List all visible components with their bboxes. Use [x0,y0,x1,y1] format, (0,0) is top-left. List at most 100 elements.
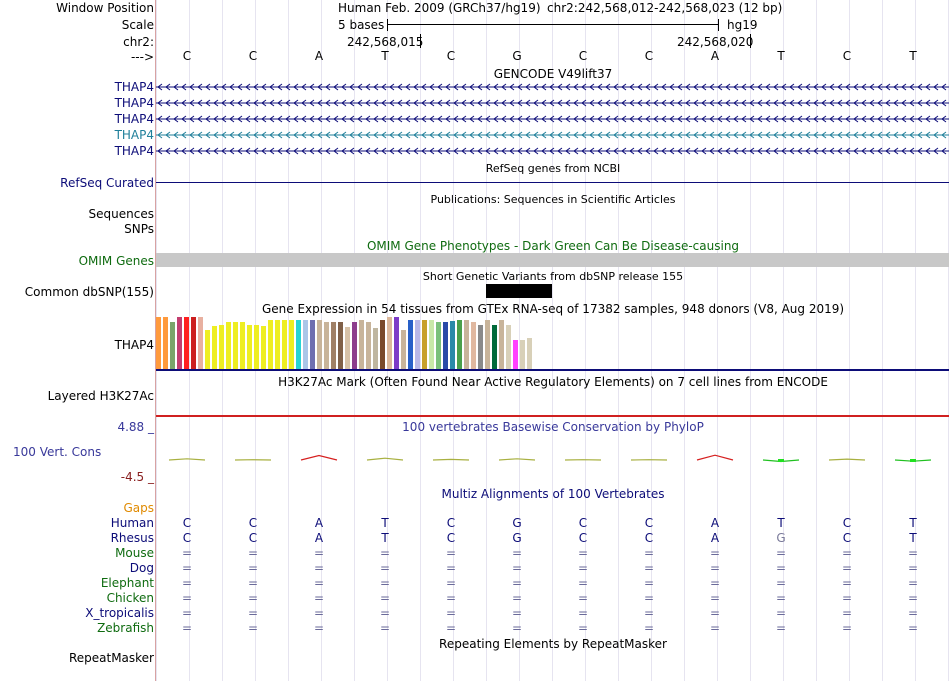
gtex-tissue-bar[interactable] [156,317,161,369]
multiz-species-label[interactable]: Zebrafish [97,621,154,635]
h3k27ac-label[interactable]: Layered H3K27Ac [47,389,154,403]
gtex-tissue-bar[interactable] [401,330,406,369]
gtex-tissue-bar[interactable] [429,320,434,369]
gtex-tissue-bar[interactable] [492,325,497,369]
phylop-title[interactable]: 100 vertebrates Basewise Conservation by… [402,420,704,434]
gtex-tissue-bar[interactable] [506,325,511,369]
dbsnp-label[interactable]: Common dbSNP(155) [24,285,154,299]
omim-title[interactable]: OMIM Gene Phenotypes - Dark Green Can Be… [366,239,740,253]
gencode-transcript-label[interactable]: THAP4 [114,96,154,110]
gtex-tissue-bar[interactable] [261,326,266,369]
repeatmasker-title[interactable]: Repeating Elements by RepeatMasker [439,637,667,651]
phylop-glyph[interactable] [696,454,734,461]
omim-feature-bar[interactable] [156,253,949,267]
gtex-tissue-bar[interactable] [219,325,224,369]
refseq-label[interactable]: RefSeq Curated [60,176,154,190]
gtex-tissue-bar[interactable] [478,325,483,369]
gencode-transcript-label[interactable]: THAP4 [114,144,154,158]
multiz-gaps-label[interactable]: Gaps [123,501,154,515]
gtex-tissue-bar[interactable] [436,322,441,369]
multiz-species-label[interactable]: Dog [129,561,154,575]
gtex-tissue-bar[interactable] [289,320,294,369]
gencode-transcript-line[interactable] [156,98,949,108]
gtex-label[interactable]: THAP4 [114,338,154,352]
gencode-transcript-line[interactable] [156,114,949,124]
gencode-title[interactable]: GENCODE V49lift37 [493,67,613,81]
h3k27ac-title[interactable]: H3K27Ac Mark (Often Found Near Active Re… [278,375,828,389]
gtex-tissue-bar[interactable] [443,322,448,369]
gtex-tissue-bar[interactable] [387,317,392,369]
omim-label[interactable]: OMIM Genes [78,254,154,268]
gtex-tissue-bar[interactable] [170,322,175,369]
repeatmasker-label[interactable]: RepeatMasker [68,651,154,665]
gtex-tissue-bar[interactable] [394,317,399,369]
gtex-tissue-bar[interactable] [268,320,273,369]
gtex-tissue-bar[interactable] [303,320,308,369]
gencode-transcript-line[interactable] [156,130,949,140]
multiz-species-label[interactable]: Chicken [106,591,154,605]
gtex-tissue-bar[interactable] [177,317,182,369]
phylop-glyph[interactable] [828,458,866,461]
gtex-tissue-bar[interactable] [317,320,322,369]
gtex-tissue-bar[interactable] [275,320,280,369]
publications-title[interactable]: Publications: Sequences in Scientific Ar… [430,193,676,206]
phylop-glyph[interactable] [432,458,470,461]
gtex-tissue-bar[interactable] [380,320,385,369]
gtex-tissue-bar[interactable] [359,320,364,369]
gtex-tissue-bar[interactable] [184,317,189,369]
phylop-glyph[interactable] [300,454,338,461]
gtex-tissue-bar[interactable] [520,340,525,369]
phylop-glyph[interactable] [366,457,404,461]
gtex-tissue-bar[interactable] [513,340,518,369]
multiz-species-label[interactable]: Elephant [100,576,154,590]
multiz-species-label[interactable]: Rhesus [110,531,154,545]
gencode-transcript-label[interactable]: THAP4 [114,128,154,142]
multiz-species-label[interactable]: Mouse [115,546,154,560]
phylop-glyph[interactable] [498,458,536,461]
gtex-tissue-bar[interactable] [457,320,462,369]
gtex-tissue-bar[interactable] [240,322,245,369]
dbsnp-variant-block[interactable] [486,284,552,298]
gencode-transcript-line[interactable] [156,82,949,92]
gtex-tissue-bar[interactable] [324,322,329,369]
gtex-tissue-bar[interactable] [226,322,231,369]
gtex-tissue-bar[interactable] [366,322,371,369]
gtex-tissue-bar[interactable] [191,317,196,369]
position-text[interactable]: chr2:242,568,012-242,568,023 (12 bp) [547,1,783,15]
refseq-title[interactable]: RefSeq genes from NCBI [485,162,621,175]
dbsnp-title[interactable]: Short Genetic Variants from dbSNP releas… [422,270,684,283]
multiz-title[interactable]: Multiz Alignments of 100 Vertebrates [441,487,665,501]
gtex-tissue-bar[interactable] [296,320,301,369]
gtex-tissue-bar[interactable] [485,320,490,369]
phylop-signal[interactable] [156,440,949,480]
gtex-tissue-bar[interactable] [345,327,350,369]
gtex-tissue-bar[interactable] [408,320,413,369]
refseq-feature-line[interactable] [156,182,949,183]
gtex-tissue-bar[interactable] [331,322,336,369]
multiz-species-label[interactable]: Human [110,516,154,530]
gtex-tissue-bar[interactable] [422,320,427,369]
gencode-transcript-label[interactable]: THAP4 [114,112,154,126]
gtex-bar-chart[interactable] [156,317,536,369]
gtex-tissue-bar[interactable] [198,317,203,369]
gtex-tissue-bar[interactable] [282,320,287,369]
phylop-label[interactable]: 100 Vert. Cons [13,445,102,459]
gtex-tissue-bar[interactable] [205,330,210,369]
gtex-tissue-bar[interactable] [233,322,238,369]
gtex-title[interactable]: Gene Expression in 54 tissues from GTEx … [261,302,845,316]
gtex-tissue-bar[interactable] [212,326,217,369]
gtex-tissue-bar[interactable] [499,320,504,369]
gtex-tissue-bar[interactable] [527,338,532,369]
gtex-tissue-bar[interactable] [471,322,476,369]
gtex-tissue-bar[interactable] [338,322,343,369]
publications-label-snps[interactable]: SNPs [124,222,154,236]
gtex-tissue-bar[interactable] [373,328,378,369]
gtex-tissue-bar[interactable] [247,325,252,369]
gtex-tissue-bar[interactable] [254,325,259,369]
gtex-tissue-bar[interactable] [415,320,420,369]
publications-label-sequences[interactable]: Sequences [88,207,154,221]
gtex-tissue-bar[interactable] [352,322,357,369]
gencode-transcript-label[interactable]: THAP4 [114,80,154,94]
gtex-tissue-bar[interactable] [450,321,455,369]
gtex-tissue-bar[interactable] [163,317,168,369]
